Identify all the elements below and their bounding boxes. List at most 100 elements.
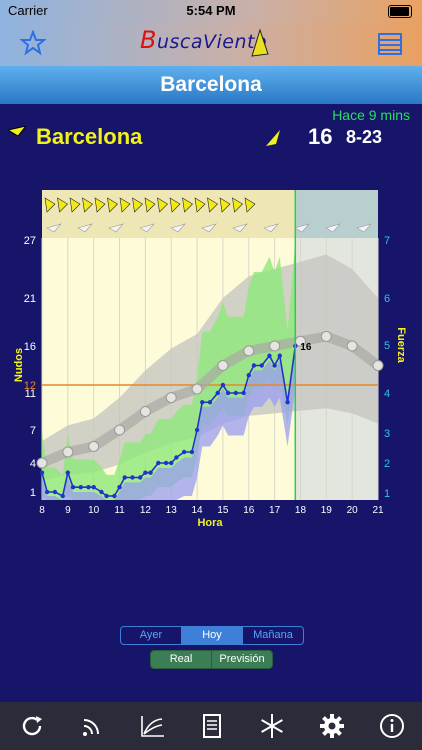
observed-point (99, 489, 104, 495)
observed-point (272, 363, 277, 368)
broadcast-icon[interactable] (76, 710, 108, 742)
x-tick-label: 14 (192, 505, 204, 516)
y-tick-label: 1 (30, 487, 36, 499)
menu-icon[interactable] (378, 32, 402, 56)
observed-point (194, 427, 200, 433)
y-tick-label: 4 (30, 458, 36, 470)
app-logo: BuscaViento (140, 26, 267, 54)
x-tick-label: 21 (372, 505, 384, 516)
tab-hoy[interactable]: Hoy (181, 627, 242, 644)
observed-point (220, 382, 226, 388)
right-tick-label: 3 (384, 428, 390, 440)
direction-arrow (44, 197, 56, 213)
direction-arrow (169, 197, 181, 213)
info-icon[interactable] (376, 710, 408, 742)
observed-point (39, 470, 45, 475)
observed-point (65, 470, 71, 475)
wind-direction-icon (266, 130, 280, 146)
forecast-direction-arrow (263, 223, 279, 233)
y-tick-label: 16 (24, 341, 36, 353)
right-tick-label: 4 (384, 388, 390, 400)
logo-sail-icon (251, 28, 269, 57)
mode-selector: Real Previsión (150, 650, 273, 669)
right-tick-label: 5 (384, 340, 390, 352)
page-title: Barcelona (0, 66, 422, 104)
observed-point (169, 460, 174, 466)
right-tick-label: 6 (384, 293, 390, 305)
star-icon[interactable] (20, 30, 46, 56)
observed-point (200, 400, 205, 405)
observed-line (41, 345, 297, 498)
observed-point (207, 400, 213, 405)
snowflake-icon[interactable] (256, 710, 288, 742)
tab-manana[interactable]: Mañana (242, 627, 303, 644)
forecast-point (36, 457, 48, 469)
forecast-point (243, 345, 255, 357)
tab-real[interactable]: Real (151, 651, 211, 668)
observed-point (225, 390, 231, 396)
x-tick-label: 16 (243, 505, 255, 516)
document-icon[interactable] (196, 710, 228, 742)
status-time: 5:54 PM (186, 3, 236, 18)
forecast-point (62, 446, 74, 458)
direction-arrow (244, 197, 256, 213)
forecast-point (139, 406, 151, 417)
tab-prevision[interactable]: Previsión (211, 651, 272, 668)
right-tick-label: 1 (384, 488, 390, 500)
direction-arrow (82, 197, 93, 213)
current-speed: 16 (308, 124, 333, 149)
status-bar: Carrier 5:54 PM (0, 0, 422, 22)
gear-icon[interactable] (316, 710, 348, 742)
observed-point (181, 449, 187, 455)
day-selector: Ayer Hoy Mañana (120, 626, 304, 645)
x-axis-label: Hora (197, 517, 223, 529)
observed-point (44, 489, 50, 495)
x-tick-label: 18 (295, 505, 307, 516)
direction-arrow (219, 197, 231, 213)
observed-point (86, 484, 91, 490)
chart-icon[interactable] (136, 710, 168, 742)
direction-band-forecast (295, 190, 378, 238)
tab-bar (0, 702, 422, 750)
observed-point (246, 373, 251, 378)
right-tick-label: 7 (384, 235, 390, 247)
observed-point (78, 484, 83, 490)
tab-ayer[interactable]: Ayer (139, 629, 163, 641)
observed-point (122, 475, 127, 480)
wind-chart: 8 9 10 11 12 13 14 15 16 17 18 19 20 2114711121621271… (13, 190, 407, 529)
speed-range: 8-23 (346, 127, 383, 147)
x-tick-label: 11 (114, 505, 125, 516)
forecast-direction-arrow (170, 223, 186, 233)
wind-arrow-icon (8, 126, 26, 137)
observed-point (233, 390, 239, 396)
observed-point (130, 475, 135, 480)
observed-point (189, 449, 195, 455)
direction-arrow (69, 197, 81, 213)
station-name[interactable]: Barcelona (36, 124, 143, 149)
observed-point (148, 470, 153, 475)
forecast-point (165, 392, 177, 404)
forecast-direction-arrow (46, 223, 62, 233)
x-tick-label: 15 (217, 505, 229, 516)
observed-point (117, 484, 122, 490)
forecast-direction-arrow (232, 223, 248, 233)
y-tick-label: 21 (24, 293, 36, 305)
direction-arrow (107, 197, 118, 213)
x-tick-label: 8 (39, 505, 45, 516)
forecast-point (191, 383, 203, 395)
direction-arrow (182, 197, 193, 213)
direction-arrow (94, 197, 106, 213)
refresh-icon[interactable] (16, 710, 48, 742)
x-tick-label: 20 (347, 505, 359, 516)
forecast-direction-arrow (139, 223, 155, 233)
updated-label: Hace 9 mins (332, 107, 410, 123)
forecast-direction-arrow (108, 223, 124, 233)
last-value-label: 16 (300, 342, 312, 353)
observed-point (251, 363, 257, 368)
direction-arrow (132, 197, 143, 213)
observed-point (112, 493, 117, 499)
observed-point (143, 470, 148, 475)
observed-point (163, 460, 169, 466)
logo-initial: B (140, 26, 157, 54)
direction-arrow (57, 197, 68, 213)
